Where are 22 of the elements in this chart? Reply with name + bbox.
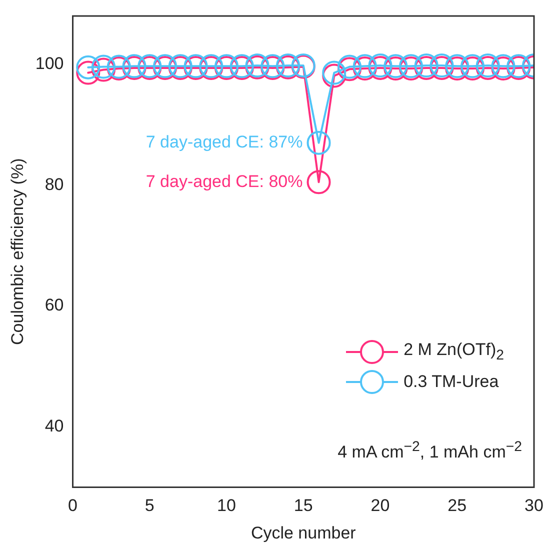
- point: [76, 60, 100, 85]
- point: [76, 55, 100, 80]
- annotation: 4 mA cm$^{−2}$, 1 mAh cm$^{−2}$: [338, 439, 522, 463]
- y-tick-label: 80: [44, 174, 64, 194]
- x-tick-label: 0: [68, 496, 78, 516]
- x-tick-label: 5: [144, 496, 154, 516]
- legend-label: 2 M Zn(OTf)$_{2}$: [404, 340, 504, 364]
- annotation: 7 day-aged CE: 87%: [146, 132, 303, 152]
- x-tick-label: 15: [294, 496, 313, 516]
- x-axis-title: Cycle number: [250, 523, 356, 542]
- y-tick-label: 100: [35, 54, 64, 74]
- x-tick-label: 25: [448, 496, 467, 516]
- legend-label: 0.3 TM-Urea: [404, 372, 499, 392]
- x-tick-label: 30: [524, 496, 544, 516]
- x-tick-label: 20: [370, 496, 390, 516]
- y-tick-label: 40: [44, 416, 64, 436]
- point: [306, 130, 331, 155]
- point: [306, 170, 331, 194]
- x-tick-label: 10: [217, 496, 236, 516]
- annotation: 7 day-aged CE: 80%: [146, 172, 303, 191]
- y-tick-label: 60: [44, 296, 64, 315]
- y-axis-title: Coulombic efficiency (%): [8, 158, 27, 345]
